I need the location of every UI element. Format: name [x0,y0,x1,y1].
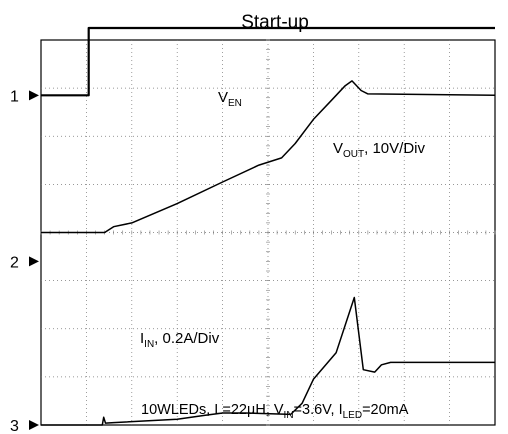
iin-label: IIN, 0.2A/Div [140,330,220,350]
channel-marker-arrow [29,256,39,267]
ven-trace [41,26,495,97]
channel-marker-label: 3 [10,418,19,434]
conditions-label: 10WLEDs, L=22µH, VIN=3.6V, ILED=20mA [141,402,409,421]
vout-label: VOUT, 10V/Div [333,140,425,160]
traces [41,26,496,426]
chart-title: Start-up [241,12,309,33]
channel-marker-arrow [29,90,39,101]
channel-marker-arrow [29,420,39,430]
ven-label: VEN [218,89,242,109]
channel-marker-label: 2 [10,254,19,271]
vout-trace [41,80,496,234]
channel-marker-label: 1 [10,88,19,105]
iin-trace [41,296,495,426]
channel-markers: 1 2 3 [10,88,39,434]
grid [40,39,496,426]
